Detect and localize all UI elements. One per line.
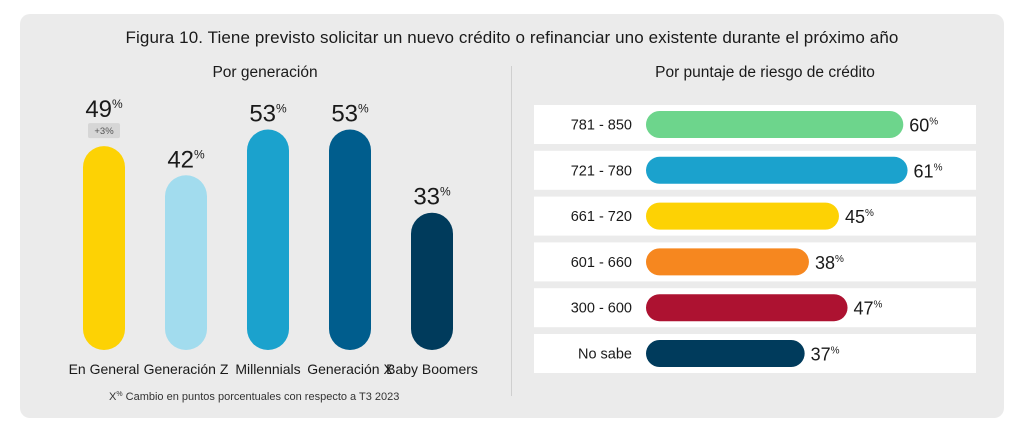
credit-score-chart-title: Por puntaje de riesgo de crédito <box>655 64 875 81</box>
bar-en-general <box>83 146 125 350</box>
bar-millennials <box>247 129 289 350</box>
value-label-generacion-z: 42% <box>167 146 205 173</box>
value-label-en-general: 49% <box>85 96 123 123</box>
bar-661-720 <box>646 202 839 230</box>
footnote-sup: % <box>116 391 123 398</box>
bar-generacion-z <box>165 175 207 350</box>
credit-score-bar-chart: 781 - 850 60% 721 - 780 61% 661 - 720 45% 601 … <box>534 105 976 373</box>
category-label-millennials: Millennials <box>235 361 300 377</box>
value-label-baby-boomers: 33% <box>413 184 451 211</box>
bar-generacion-x <box>329 129 371 350</box>
value-label-generacion-x: 53% <box>331 100 369 127</box>
category-label-baby-boomers: Baby Boomers <box>386 361 478 377</box>
value-label-300-600: 47% <box>854 299 883 319</box>
category-label-601-660: 601 - 660 <box>571 255 632 271</box>
generation-chart-title: Por generación <box>212 64 318 81</box>
bar-781-850 <box>646 111 904 138</box>
figure-title: Figura 10. Tiene previsto solicitar un n… <box>125 28 899 47</box>
bar-300-600 <box>646 294 848 322</box>
value-label-no-sabe: 37% <box>811 345 840 365</box>
category-label-721-780: 721 - 780 <box>571 163 632 179</box>
value-label-781-850: 60% <box>909 116 938 136</box>
value-label-millennials: 53% <box>249 100 287 127</box>
value-label-601-660: 38% <box>815 253 844 273</box>
bar-no-sabe <box>646 340 805 367</box>
chart-divider <box>511 66 512 396</box>
bar-721-780 <box>646 156 908 184</box>
category-label-300-600: 300 - 600 <box>571 301 632 317</box>
category-label-generacion-z: Generación Z <box>144 361 229 377</box>
category-label-661-720: 661 - 720 <box>571 209 632 225</box>
footnote-text: Cambio en puntos porcentuales con respec… <box>122 391 400 403</box>
bar-baby-boomers <box>411 212 453 350</box>
svg-text:+3%: +3% <box>94 126 114 137</box>
footnote: X% Cambio en puntos porcentuales con res… <box>109 391 399 403</box>
chart-card: Figura 10. Tiene previsto solicitar un n… <box>20 14 1004 418</box>
bar-601-660 <box>646 248 809 276</box>
footnote-symbol: X <box>109 391 117 403</box>
generation-bar-chart: 49% +3% En General 42% Generación Z 53% Millen… <box>69 96 478 377</box>
value-label-661-720: 45% <box>845 207 874 227</box>
category-label-781-850: 781 - 850 <box>571 118 632 134</box>
category-label-en-general: En General <box>69 361 140 377</box>
value-label-721-780: 61% <box>914 161 943 181</box>
category-label-no-sabe: No sabe <box>578 347 632 363</box>
category-label-generacion-x: Generación X <box>307 361 393 377</box>
change-badge: +3% <box>88 123 120 139</box>
